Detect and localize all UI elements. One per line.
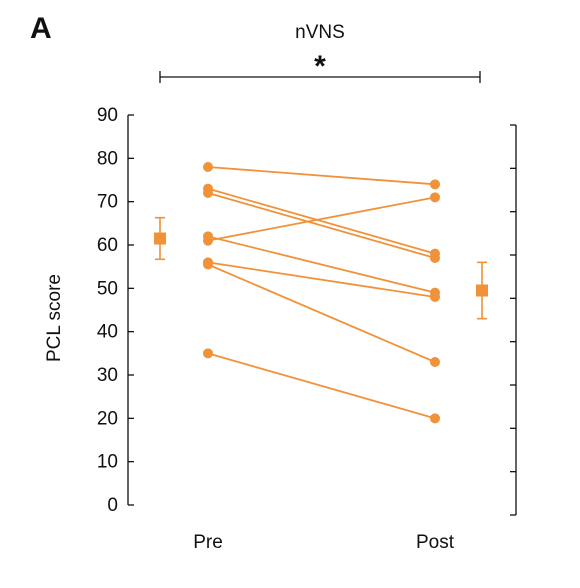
summary-pre	[154, 216, 166, 261]
y-tick-label: 10	[97, 452, 118, 473]
significance-asterisk: *	[314, 50, 326, 83]
y-tick-label: 70	[97, 192, 118, 213]
subject-1	[203, 162, 440, 190]
x-tick-label-pre: Pre	[193, 532, 223, 553]
axes: 0 10 20 30 40 50 60 70 80 90	[97, 105, 517, 516]
subject-line	[207, 352, 436, 420]
y-tick-label: 60	[97, 235, 118, 256]
y-tick-label: 0	[107, 495, 118, 516]
significance-bracket: *	[159, 50, 481, 83]
mean-marker	[154, 232, 166, 245]
mean-marker	[476, 284, 488, 297]
pre-point	[203, 162, 213, 172]
subject-lines	[203, 162, 440, 424]
x-tick-label-post: Post	[416, 532, 455, 553]
pre-point	[203, 348, 213, 359]
y-tick-label: 40	[97, 322, 118, 343]
subject-line	[207, 261, 436, 298]
y-tick-label: 90	[97, 105, 118, 126]
subject-line	[207, 187, 436, 255]
post-point	[430, 179, 440, 190]
y-tick-label: 50	[97, 278, 118, 299]
mean-error-markers	[154, 216, 488, 320]
panel-label: A	[30, 12, 52, 45]
y-tick-label: 80	[97, 148, 118, 169]
post-point	[430, 292, 440, 302]
subject-5	[203, 192, 440, 246]
subject-line	[207, 196, 436, 242]
post-point	[430, 413, 440, 424]
pre-point	[203, 235, 213, 246]
subject-3	[203, 188, 440, 263]
subject-line	[207, 166, 436, 186]
x-tick-labels: Pre Post	[193, 532, 455, 553]
chart-title: nVNS	[295, 22, 345, 43]
subject-8	[203, 348, 440, 424]
summary-post	[476, 261, 488, 320]
subject-4	[203, 231, 440, 298]
y-tick-label: 30	[97, 365, 118, 386]
subject-line	[207, 192, 436, 259]
subject-2	[203, 183, 440, 259]
y-tick-label: 20	[97, 408, 118, 429]
post-point	[430, 253, 440, 263]
pre-point	[203, 259, 213, 270]
subject-line	[207, 235, 436, 294]
pre-point	[203, 188, 213, 198]
y-axis-label: PCL score	[44, 274, 65, 362]
post-point	[430, 357, 440, 367]
subject-line	[207, 263, 436, 363]
post-point	[430, 192, 440, 203]
subject-7	[203, 259, 440, 367]
